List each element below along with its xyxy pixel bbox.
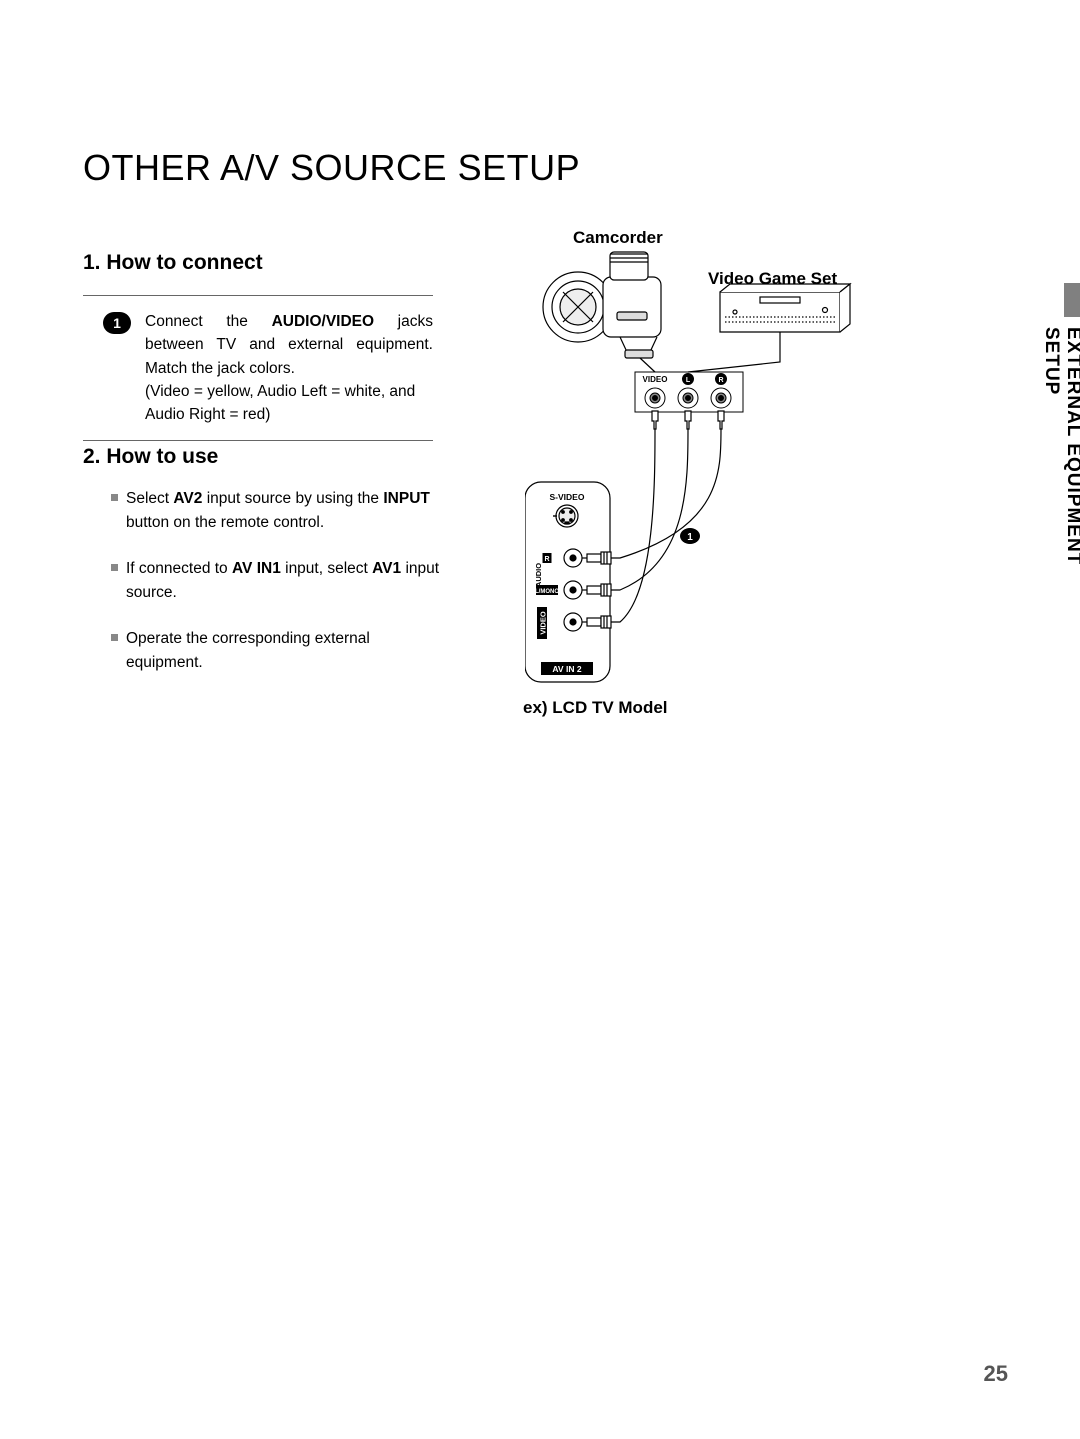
svg-text:L/MONO: L/MONO	[535, 589, 559, 595]
svg-text:VIDEO: VIDEO	[539, 611, 548, 635]
step-badge-1: 1	[103, 312, 131, 334]
r-jack-label: R	[718, 377, 723, 384]
side-section-label: EXTERNAL EQUIPMENT SETUP	[1040, 327, 1080, 607]
section-how-to-connect: 1. How to connect 1 Connect the AUDIO/VI…	[83, 251, 433, 441]
svg-text:AUDIO: AUDIO	[534, 563, 543, 587]
text-bold: AUDIO/VIDEO	[272, 313, 374, 330]
avin2-label: AV IN 2	[552, 664, 581, 674]
diagram-svg: VIDEO L R 1 S-VIDEO	[525, 222, 875, 702]
page-number: 25	[984, 1361, 1008, 1387]
t: AV1	[372, 560, 401, 577]
bullet-row: If connected to AV IN1 input, select AV1…	[111, 557, 443, 605]
t: input source by using the	[202, 490, 383, 507]
text: Connect the	[145, 313, 272, 330]
video-jack-label: VIDEO	[643, 375, 668, 384]
camcorder-icon	[543, 252, 661, 358]
svideo-label: S-VIDEO	[550, 492, 585, 502]
bullet-row: Select AV2 input source by using the INP…	[111, 487, 443, 535]
svg-text:1: 1	[687, 532, 693, 543]
bullet-icon	[111, 564, 118, 571]
section-heading-connect: 1. How to connect	[83, 251, 433, 296]
bullet-icon	[111, 494, 118, 501]
bullet-row: Operate the corresponding external equip…	[111, 627, 443, 675]
bullet-text: If connected to AV IN1 input, select AV1…	[126, 557, 443, 605]
section-heading-use: 2. How to use	[83, 445, 443, 487]
t: button on the remote control.	[126, 514, 324, 531]
t: If connected to	[126, 560, 232, 577]
side-tab: EXTERNAL EQUIPMENT SETUP	[1040, 283, 1080, 573]
connection-diagram: Camcorder Video Game Set ex) LCD TV Mode…	[525, 222, 875, 722]
t: input, select	[281, 560, 372, 577]
step-row: 1 Connect the AUDIO/VIDEO jacks between …	[83, 296, 433, 441]
bullet-icon	[111, 634, 118, 641]
t: AV IN1	[232, 560, 281, 577]
section-how-to-use: 2. How to use Select AV2 input source by…	[83, 445, 443, 697]
t: Select	[126, 490, 173, 507]
t: AV2	[173, 490, 202, 507]
video-game-set-icon	[720, 284, 850, 332]
page-title: OTHER A/V SOURCE SETUP	[83, 147, 580, 189]
callout-1: 1	[680, 528, 700, 544]
step-text: Connect the AUDIO/VIDEO jacks between TV…	[145, 310, 433, 426]
side-tab-stub	[1064, 283, 1080, 317]
l-jack-label: L	[686, 377, 691, 384]
svg-text:R: R	[544, 556, 549, 563]
t: INPUT	[383, 490, 430, 507]
bullet-text: Select AV2 input source by using the INP…	[126, 487, 443, 535]
text: (Video = yellow, Audio Left = white, and…	[145, 380, 433, 427]
bullet-text: Operate the corresponding external equip…	[126, 627, 443, 675]
